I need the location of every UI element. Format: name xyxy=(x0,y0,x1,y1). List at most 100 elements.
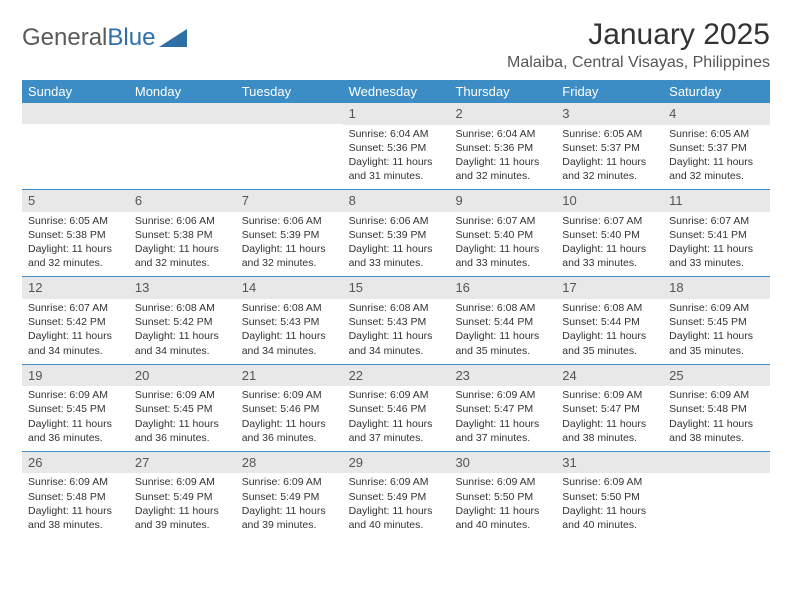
day-body: Sunrise: 6:09 AMSunset: 5:45 PMDaylight:… xyxy=(663,299,770,364)
sunset-text: Sunset: 5:47 PM xyxy=(562,402,657,416)
location-text: Malaiba, Central Visayas, Philippines xyxy=(507,54,770,72)
day-number: 21 xyxy=(236,365,343,387)
day-number: 22 xyxy=(343,365,450,387)
sunset-text: Sunset: 5:43 PM xyxy=(242,315,337,329)
day-number-empty xyxy=(129,103,236,124)
sunset-text: Sunset: 5:49 PM xyxy=(242,490,337,504)
week-row: 1Sunrise: 6:04 AMSunset: 5:36 PMDaylight… xyxy=(22,103,770,190)
day-body: Sunrise: 6:04 AMSunset: 5:36 PMDaylight:… xyxy=(449,125,556,190)
day-number: 12 xyxy=(22,277,129,299)
sunrise-text: Sunrise: 6:09 AM xyxy=(28,475,123,489)
day-number: 15 xyxy=(343,277,450,299)
day-number: 24 xyxy=(556,365,663,387)
brand-name-1: General xyxy=(22,24,107,52)
sunrise-text: Sunrise: 6:09 AM xyxy=(669,301,764,315)
day-number: 14 xyxy=(236,277,343,299)
day-body: Sunrise: 6:04 AMSunset: 5:36 PMDaylight:… xyxy=(343,125,450,190)
day-cell: 11Sunrise: 6:07 AMSunset: 5:41 PMDayligh… xyxy=(663,190,770,276)
day-cell: 30Sunrise: 6:09 AMSunset: 5:50 PMDayligh… xyxy=(449,452,556,538)
day-number: 28 xyxy=(236,452,343,474)
sunrise-text: Sunrise: 6:05 AM xyxy=(669,127,764,141)
day-body: Sunrise: 6:09 AMSunset: 5:48 PMDaylight:… xyxy=(663,386,770,451)
day-cell: 24Sunrise: 6:09 AMSunset: 5:47 PMDayligh… xyxy=(556,365,663,451)
sunset-text: Sunset: 5:37 PM xyxy=(562,141,657,155)
sunset-text: Sunset: 5:46 PM xyxy=(349,402,444,416)
sunset-text: Sunset: 5:37 PM xyxy=(669,141,764,155)
month-title: January 2025 xyxy=(507,18,770,52)
sunrise-text: Sunrise: 6:04 AM xyxy=(349,127,444,141)
day-cell: 6Sunrise: 6:06 AMSunset: 5:38 PMDaylight… xyxy=(129,190,236,276)
daylight-text: Daylight: 11 hours and 40 minutes. xyxy=(562,504,657,532)
day-cell: 18Sunrise: 6:09 AMSunset: 5:45 PMDayligh… xyxy=(663,277,770,363)
sunrise-text: Sunrise: 6:05 AM xyxy=(562,127,657,141)
daylight-text: Daylight: 11 hours and 38 minutes. xyxy=(562,417,657,445)
day-number: 26 xyxy=(22,452,129,474)
day-number-empty xyxy=(663,452,770,473)
calendar: Sunday Monday Tuesday Wednesday Thursday… xyxy=(22,80,770,538)
daylight-text: Daylight: 11 hours and 39 minutes. xyxy=(242,504,337,532)
sunrise-text: Sunrise: 6:07 AM xyxy=(562,214,657,228)
day-body: Sunrise: 6:08 AMSunset: 5:42 PMDaylight:… xyxy=(129,299,236,364)
day-number: 3 xyxy=(556,103,663,125)
sunset-text: Sunset: 5:47 PM xyxy=(455,402,550,416)
brand-logo: GeneralBlue xyxy=(22,24,187,52)
sunset-text: Sunset: 5:48 PM xyxy=(28,490,123,504)
day-number: 9 xyxy=(449,190,556,212)
day-cell: 3 Sunrise: 6:05 AMSunset: 5:37 PMDaylight… xyxy=(556,103,663,189)
week-row: 5Sunrise: 6:05 AMSunset: 5:38 PMDaylight… xyxy=(22,190,770,277)
daylight-text: Daylight: 11 hours and 36 minutes. xyxy=(135,417,230,445)
day-body: Sunrise: 6:06 AMSunset: 5:39 PMDaylight:… xyxy=(343,212,450,277)
daylight-text: Daylight: 11 hours and 37 minutes. xyxy=(455,417,550,445)
sunrise-text: Sunrise: 6:07 AM xyxy=(455,214,550,228)
sunset-text: Sunset: 5:43 PM xyxy=(349,315,444,329)
day-body: Sunrise: 6:09 AMSunset: 5:45 PMDaylight:… xyxy=(129,386,236,451)
day-body: Sunrise: 6:07 AMSunset: 5:42 PMDaylight:… xyxy=(22,299,129,364)
day-number: 25 xyxy=(663,365,770,387)
day-cell: 25Sunrise: 6:09 AMSunset: 5:48 PMDayligh… xyxy=(663,365,770,451)
week-row: 12Sunrise: 6:07 AMSunset: 5:42 PMDayligh… xyxy=(22,277,770,364)
daylight-text: Daylight: 11 hours and 32 minutes. xyxy=(135,242,230,270)
day-number: 13 xyxy=(129,277,236,299)
brand-triangle-icon xyxy=(159,29,187,47)
day-number: 31 xyxy=(556,452,663,474)
day-body: Sunrise: 6:07 AMSunset: 5:40 PMDaylight:… xyxy=(449,212,556,277)
daylight-text: Daylight: 11 hours and 34 minutes. xyxy=(135,329,230,357)
daylight-text: Daylight: 11 hours and 32 minutes. xyxy=(562,155,657,183)
sunset-text: Sunset: 5:40 PM xyxy=(562,228,657,242)
daylight-text: Daylight: 11 hours and 32 minutes. xyxy=(242,242,337,270)
day-number: 16 xyxy=(449,277,556,299)
daylight-text: Daylight: 11 hours and 34 minutes. xyxy=(242,329,337,357)
day-header: Wednesday xyxy=(343,80,450,103)
sunset-text: Sunset: 5:50 PM xyxy=(562,490,657,504)
day-body: Sunrise: 6:09 AMSunset: 5:45 PMDaylight:… xyxy=(22,386,129,451)
sunrise-text: Sunrise: 6:09 AM xyxy=(562,475,657,489)
sunrise-text: Sunrise: 6:07 AM xyxy=(669,214,764,228)
sunrise-text: Sunrise: 6:08 AM xyxy=(349,301,444,315)
day-body: Sunrise: 6:06 AMSunset: 5:39 PMDaylight:… xyxy=(236,212,343,277)
day-cell: 21Sunrise: 6:09 AMSunset: 5:46 PMDayligh… xyxy=(236,365,343,451)
day-cell: 15Sunrise: 6:08 AMSunset: 5:43 PMDayligh… xyxy=(343,277,450,363)
daylight-text: Daylight: 11 hours and 31 minutes. xyxy=(349,155,444,183)
day-cell: 4Sunrise: 6:05 AMSunset: 5:37 PMDaylight… xyxy=(663,103,770,189)
day-cell: 22Sunrise: 6:09 AMSunset: 5:46 PMDayligh… xyxy=(343,365,450,451)
day-cell xyxy=(22,103,129,189)
daylight-text: Daylight: 11 hours and 35 minutes. xyxy=(669,329,764,357)
sunrise-text: Sunrise: 6:09 AM xyxy=(242,388,337,402)
sunrise-text: Sunrise: 6:09 AM xyxy=(349,475,444,489)
brand-name-2: Blue xyxy=(107,24,155,52)
sunset-text: Sunset: 5:50 PM xyxy=(455,490,550,504)
day-number: 8 xyxy=(343,190,450,212)
sunrise-text: Sunrise: 6:09 AM xyxy=(28,388,123,402)
sunrise-text: Sunrise: 6:09 AM xyxy=(242,475,337,489)
day-cell: 17Sunrise: 6:08 AMSunset: 5:44 PMDayligh… xyxy=(556,277,663,363)
day-header-row: Sunday Monday Tuesday Wednesday Thursday… xyxy=(22,80,770,103)
day-number: 5 xyxy=(22,190,129,212)
sunrise-text: Sunrise: 6:08 AM xyxy=(242,301,337,315)
day-header: Thursday xyxy=(449,80,556,103)
day-body: Sunrise: 6:08 AMSunset: 5:44 PMDaylight:… xyxy=(449,299,556,364)
sunset-text: Sunset: 5:48 PM xyxy=(669,402,764,416)
title-block: January 2025 Malaiba, Central Visayas, P… xyxy=(507,18,770,72)
day-body: Sunrise: 6:09 AMSunset: 5:48 PMDaylight:… xyxy=(22,473,129,538)
day-cell: 12Sunrise: 6:07 AMSunset: 5:42 PMDayligh… xyxy=(22,277,129,363)
day-number: 19 xyxy=(22,365,129,387)
